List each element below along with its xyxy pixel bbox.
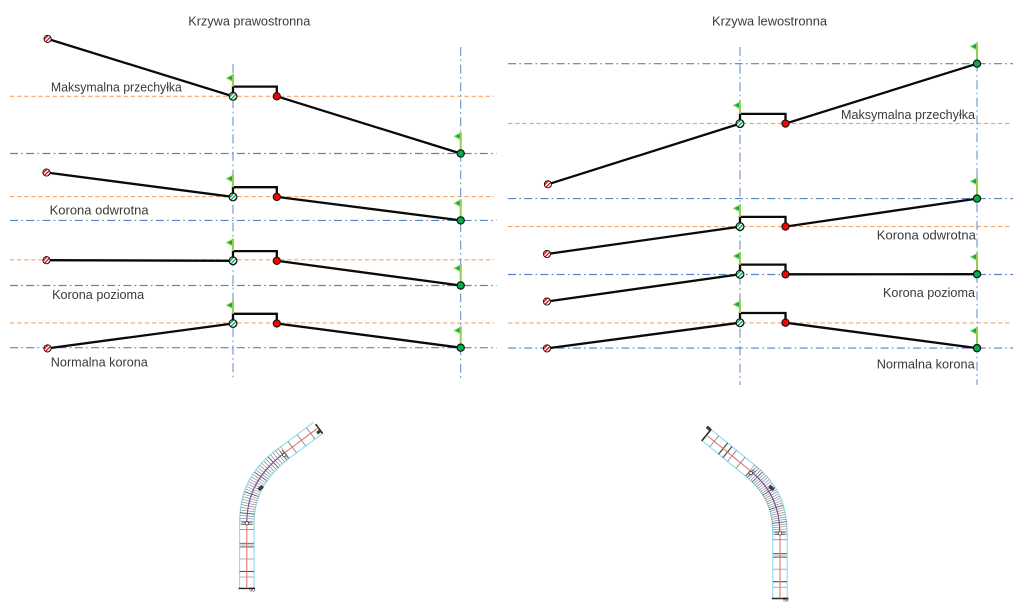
svg-text:Korona odwrotna: Korona odwrotna xyxy=(877,227,977,242)
svg-text:00: 00 xyxy=(250,588,256,594)
svg-text:Korona pozioma: Korona pozioma xyxy=(883,285,976,300)
svg-text:Krzywa prawostronna: Krzywa prawostronna xyxy=(188,14,311,29)
svg-text:Krzywa lewostronna: Krzywa lewostronna xyxy=(712,14,828,29)
svg-text:Normalna korona: Normalna korona xyxy=(877,356,976,371)
svg-text:90: 90 xyxy=(783,598,789,604)
svg-text:Normalna korona: Normalna korona xyxy=(51,355,149,370)
svg-text:Maksymalna przechyłka: Maksymalna przechyłka xyxy=(841,107,976,122)
svg-text:Korona odwrotna: Korona odwrotna xyxy=(50,202,150,217)
svg-text:Maksymalna przechyłka: Maksymalna przechyłka xyxy=(51,80,183,95)
svg-text:Korona pozioma: Korona pozioma xyxy=(52,287,145,302)
